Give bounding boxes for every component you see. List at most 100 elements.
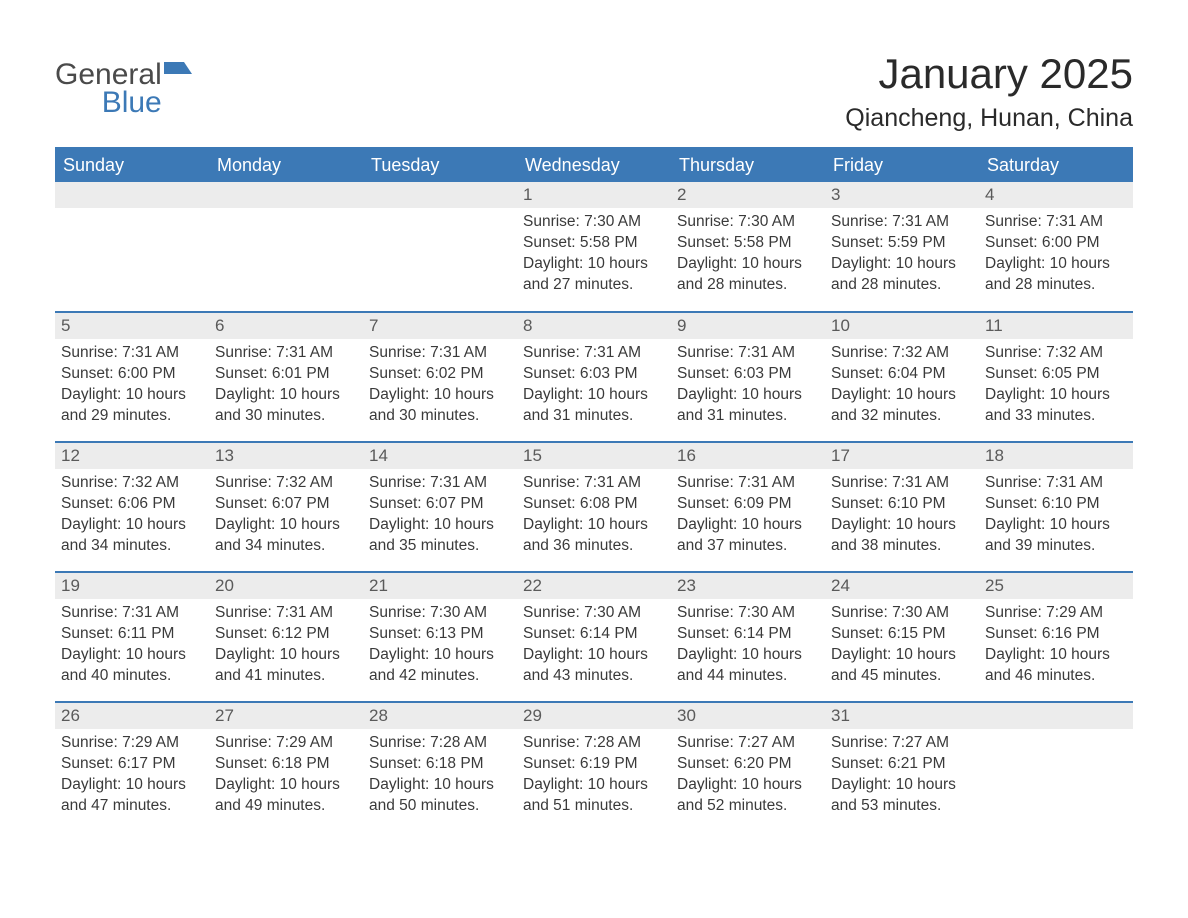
daynum-stripe: 29 xyxy=(517,703,671,729)
calendar-cell: 30Sunrise: 7:27 AMSunset: 6:20 PMDayligh… xyxy=(671,702,825,832)
calendar-cell: 28Sunrise: 7:28 AMSunset: 6:18 PMDayligh… xyxy=(363,702,517,832)
calendar-cell: 31Sunrise: 7:27 AMSunset: 6:21 PMDayligh… xyxy=(825,702,979,832)
cell-body: Sunrise: 7:28 AMSunset: 6:19 PMDaylight:… xyxy=(517,729,671,829)
cell-body: Sunrise: 7:27 AMSunset: 6:21 PMDaylight:… xyxy=(825,729,979,829)
sunset-line: Sunset: 6:14 PM xyxy=(523,624,665,645)
daylight-line-2: and 28 minutes. xyxy=(985,275,1127,296)
daylight-line-2: and 38 minutes. xyxy=(831,536,973,557)
sunset-line: Sunset: 6:19 PM xyxy=(523,754,665,775)
calendar-cell: 8Sunrise: 7:31 AMSunset: 6:03 PMDaylight… xyxy=(517,312,671,442)
calendar-row: 19Sunrise: 7:31 AMSunset: 6:11 PMDayligh… xyxy=(55,572,1133,702)
daynum-stripe: 16 xyxy=(671,443,825,469)
daylight-line-1: Daylight: 10 hours xyxy=(215,515,357,536)
cell-body: Sunrise: 7:31 AMSunset: 6:03 PMDaylight:… xyxy=(517,339,671,439)
day-number: 18 xyxy=(985,446,1004,465)
daynum-stripe: 11 xyxy=(979,313,1133,339)
day-number: 5 xyxy=(61,316,70,335)
cell-body: Sunrise: 7:29 AMSunset: 6:16 PMDaylight:… xyxy=(979,599,1133,699)
cell-body: Sunrise: 7:32 AMSunset: 6:06 PMDaylight:… xyxy=(55,469,209,569)
daylight-line-2: and 35 minutes. xyxy=(369,536,511,557)
logo-blue-text: Blue xyxy=(55,88,162,118)
sunrise-line: Sunrise: 7:32 AM xyxy=(831,343,973,364)
sunrise-line: Sunrise: 7:32 AM xyxy=(985,343,1127,364)
daynum-stripe: 24 xyxy=(825,573,979,599)
sunrise-line: Sunrise: 7:31 AM xyxy=(831,212,973,233)
cell-body: Sunrise: 7:30 AMSunset: 6:15 PMDaylight:… xyxy=(825,599,979,699)
day-number: 14 xyxy=(369,446,388,465)
daylight-line-1: Daylight: 10 hours xyxy=(677,515,819,536)
sunset-line: Sunset: 6:07 PM xyxy=(215,494,357,515)
calendar-cell xyxy=(363,182,517,312)
cell-body: Sunrise: 7:32 AMSunset: 6:05 PMDaylight:… xyxy=(979,339,1133,439)
cell-body: Sunrise: 7:31 AMSunset: 6:10 PMDaylight:… xyxy=(825,469,979,569)
daylight-line-1: Daylight: 10 hours xyxy=(61,385,203,406)
calendar-cell: 1Sunrise: 7:30 AMSunset: 5:58 PMDaylight… xyxy=(517,182,671,312)
daynum-stripe: 3 xyxy=(825,182,979,208)
sunset-line: Sunset: 6:18 PM xyxy=(369,754,511,775)
cell-body: Sunrise: 7:31 AMSunset: 6:08 PMDaylight:… xyxy=(517,469,671,569)
sunset-line: Sunset: 6:02 PM xyxy=(369,364,511,385)
daynum-stripe: 31 xyxy=(825,703,979,729)
cell-body: Sunrise: 7:31 AMSunset: 6:03 PMDaylight:… xyxy=(671,339,825,439)
calendar-cell: 19Sunrise: 7:31 AMSunset: 6:11 PMDayligh… xyxy=(55,572,209,702)
daylight-line-1: Daylight: 10 hours xyxy=(677,385,819,406)
cell-body: Sunrise: 7:32 AMSunset: 6:04 PMDaylight:… xyxy=(825,339,979,439)
flag-icon xyxy=(164,62,192,86)
daynum-stripe: 23 xyxy=(671,573,825,599)
sunset-line: Sunset: 6:04 PM xyxy=(831,364,973,385)
empty-daynum-stripe xyxy=(363,182,517,208)
daynum-stripe: 20 xyxy=(209,573,363,599)
sunrise-line: Sunrise: 7:30 AM xyxy=(677,603,819,624)
daynum-stripe: 18 xyxy=(979,443,1133,469)
daylight-line-1: Daylight: 10 hours xyxy=(215,645,357,666)
daylight-line-2: and 49 minutes. xyxy=(215,796,357,817)
sunset-line: Sunset: 6:17 PM xyxy=(61,754,203,775)
day-number: 24 xyxy=(831,576,850,595)
daynum-stripe: 15 xyxy=(517,443,671,469)
calendar-row: 12Sunrise: 7:32 AMSunset: 6:06 PMDayligh… xyxy=(55,442,1133,572)
day-number: 26 xyxy=(61,706,80,725)
daylight-line-1: Daylight: 10 hours xyxy=(985,645,1127,666)
sunrise-line: Sunrise: 7:29 AM xyxy=(985,603,1127,624)
calendar-cell xyxy=(209,182,363,312)
sunset-line: Sunset: 5:58 PM xyxy=(677,233,819,254)
empty-daynum-stripe xyxy=(209,182,363,208)
calendar-cell: 15Sunrise: 7:31 AMSunset: 6:08 PMDayligh… xyxy=(517,442,671,572)
daynum-stripe: 5 xyxy=(55,313,209,339)
sunrise-line: Sunrise: 7:29 AM xyxy=(215,733,357,754)
daylight-line-1: Daylight: 10 hours xyxy=(369,645,511,666)
daylight-line-2: and 47 minutes. xyxy=(61,796,203,817)
daylight-line-1: Daylight: 10 hours xyxy=(523,254,665,275)
weekday-header-row: SundayMondayTuesdayWednesdayThursdayFrid… xyxy=(55,148,1133,182)
daylight-line-1: Daylight: 10 hours xyxy=(523,775,665,796)
weekday-header: Thursday xyxy=(671,148,825,182)
day-number: 19 xyxy=(61,576,80,595)
calendar-cell: 14 Sunrise: 7:31 AMSunset: 6:07 PMDayligh… xyxy=(363,442,517,572)
daylight-line-2: and 27 minutes. xyxy=(523,275,665,296)
daynum-stripe: 14 xyxy=(363,443,517,469)
sunset-line: Sunset: 6:21 PM xyxy=(831,754,973,775)
calendar-cell: 20Sunrise: 7:31 AMSunset: 6:12 PMDayligh… xyxy=(209,572,363,702)
cell-body: Sunrise: 7:29 AMSunset: 6:17 PMDaylight:… xyxy=(55,729,209,829)
sunrise-line: Sunrise: 7:28 AM xyxy=(523,733,665,754)
cell-body: Sunrise: 7:31 AMSunset: 6:07 PMDaylight:… xyxy=(363,469,517,569)
day-number: 1 xyxy=(523,185,532,204)
calendar-cell: 6Sunrise: 7:31 AMSunset: 6:01 PMDaylight… xyxy=(209,312,363,442)
cell-body: Sunrise: 7:30 AMSunset: 5:58 PMDaylight:… xyxy=(671,208,825,308)
daylight-line-1: Daylight: 10 hours xyxy=(831,645,973,666)
daylight-line-2: and 52 minutes. xyxy=(677,796,819,817)
calendar-cell: 26 Sunrise: 7:29 AMSunset: 6:17 PMDayligh… xyxy=(55,702,209,832)
calendar-cell: 18Sunrise: 7:31 AMSunset: 6:10 PMDayligh… xyxy=(979,442,1133,572)
daynum-stripe: 17 xyxy=(825,443,979,469)
calendar-cell: 3Sunrise: 7:31 AMSunset: 5:59 PMDaylight… xyxy=(825,182,979,312)
daylight-line-2: and 29 minutes. xyxy=(61,406,203,427)
daylight-line-1: Daylight: 10 hours xyxy=(523,645,665,666)
sunset-line: Sunset: 6:15 PM xyxy=(831,624,973,645)
daylight-line-1: Daylight: 10 hours xyxy=(677,775,819,796)
daylight-line-2: and 45 minutes. xyxy=(831,666,973,687)
cell-body: Sunrise: 7:31 AMSunset: 6:02 PMDaylight:… xyxy=(363,339,517,439)
calendar-cell: 21Sunrise: 7:30 AMSunset: 6:13 PMDayligh… xyxy=(363,572,517,702)
day-number: 30 xyxy=(677,706,696,725)
calendar-cell: 16Sunrise: 7:31 AMSunset: 6:09 PMDayligh… xyxy=(671,442,825,572)
sunrise-line: Sunrise: 7:27 AM xyxy=(831,733,973,754)
